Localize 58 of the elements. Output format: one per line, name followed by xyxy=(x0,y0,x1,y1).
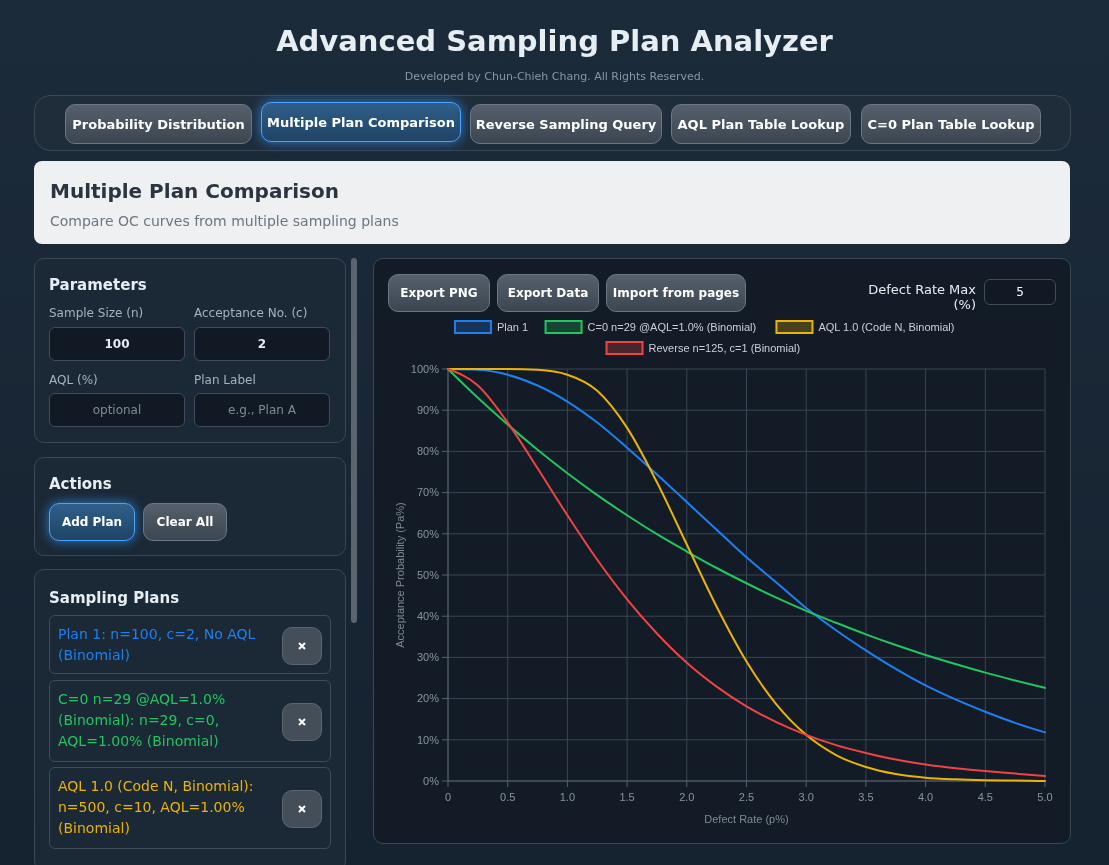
text: AQL Plan Table Lookup xyxy=(671,104,851,144)
text: Clear All xyxy=(143,503,227,541)
x-tick-label: 0.5 xyxy=(500,791,516,803)
x-tick-label: 4.0 xyxy=(917,791,934,803)
text: Add Plan xyxy=(49,503,135,541)
text: AQL 1.0 (Code N, Binomial): n=500, c=10, AQL=1.00% (Binomial) xyxy=(58,777,255,838)
x-tick-label: 2.5 xyxy=(738,791,755,803)
text: 5 xyxy=(984,279,1056,305)
chart-title: Advanced Sampling Plan Analyzer xyxy=(275,24,834,58)
text: C=0 Plan Table Lookup xyxy=(861,104,1041,144)
text: Sampling Plans xyxy=(49,589,180,607)
text: Acceptance No. (c) xyxy=(194,306,308,320)
legend-label: Plan 1 xyxy=(496,320,529,333)
legend-label: AQL 1.0 (Code N, Binomial) xyxy=(818,320,955,333)
x-tick-label: 2.0 xyxy=(679,791,695,803)
x-tick-label: 5.0 xyxy=(1037,791,1053,803)
text: AQL (%) xyxy=(49,373,98,387)
x-axis-title: Defect Rate (p%) xyxy=(704,813,789,825)
text: 2 xyxy=(194,327,330,361)
x-tick-label: 3.0 xyxy=(798,791,814,803)
text: C=0 n=29 @AQL=1.0% (Binomial): n=29, c=0, AQL=1.00% (Binomial) xyxy=(58,690,227,751)
text: Reverse Sampling Query xyxy=(470,104,662,144)
y-axis-title: Acceptance Probability (Pa%) xyxy=(394,502,406,648)
text: Plan 1: n=100, c=2, No AQL (Binomial) xyxy=(58,625,257,665)
text: Actions xyxy=(49,475,112,493)
text: optional xyxy=(49,393,185,427)
chart-subtitle: Developed by Chun-Chieh Chang. All Rights Reserved. xyxy=(403,70,706,83)
text: Compare OC curves from multiple sampling plans xyxy=(50,213,399,229)
text: Defect Rate Max (%) xyxy=(867,282,976,312)
y-tick-label: 90% xyxy=(416,404,440,417)
x-tick-label: 4.5 xyxy=(977,791,993,803)
y-tick-label: 100% xyxy=(410,362,440,375)
y-tick-label: 80% xyxy=(416,445,440,458)
y-tick-label: 20% xyxy=(416,692,440,705)
legend-label: Reverse n=125, c=1 (Binomial) xyxy=(648,341,801,354)
y-tick-label: 60% xyxy=(416,527,440,540)
x-tick-label: 0 xyxy=(444,791,452,803)
text: Export PNG xyxy=(388,274,490,312)
text: Sample Size (n) xyxy=(49,306,144,320)
y-tick-label: 0% xyxy=(423,774,440,787)
x-tick-label: 1.0 xyxy=(559,791,576,803)
text: Export Data xyxy=(497,274,599,312)
text: Probability Distribution xyxy=(65,104,252,144)
legend-label: C=0 n=29 @AQL=1.0% (Binomial) xyxy=(587,320,757,333)
y-tick-label: 70% xyxy=(416,486,440,499)
text: Plan Label xyxy=(194,373,256,387)
x-tick-label: 3.5 xyxy=(858,791,874,803)
y-tick-label: 50% xyxy=(416,568,440,581)
text: Multiple Plan Comparison xyxy=(261,102,461,142)
y-tick-label: 40% xyxy=(416,610,440,623)
x-tick-label: 1.5 xyxy=(619,791,635,803)
text: 100 xyxy=(49,327,185,361)
y-tick-label: 30% xyxy=(416,651,440,664)
text: Parameters xyxy=(49,276,147,294)
y-tick-label: 10% xyxy=(416,733,440,746)
text: Import from pages xyxy=(606,274,746,312)
text: e.g., Plan A xyxy=(194,393,330,427)
text: Multiple Plan Comparison xyxy=(50,179,339,203)
